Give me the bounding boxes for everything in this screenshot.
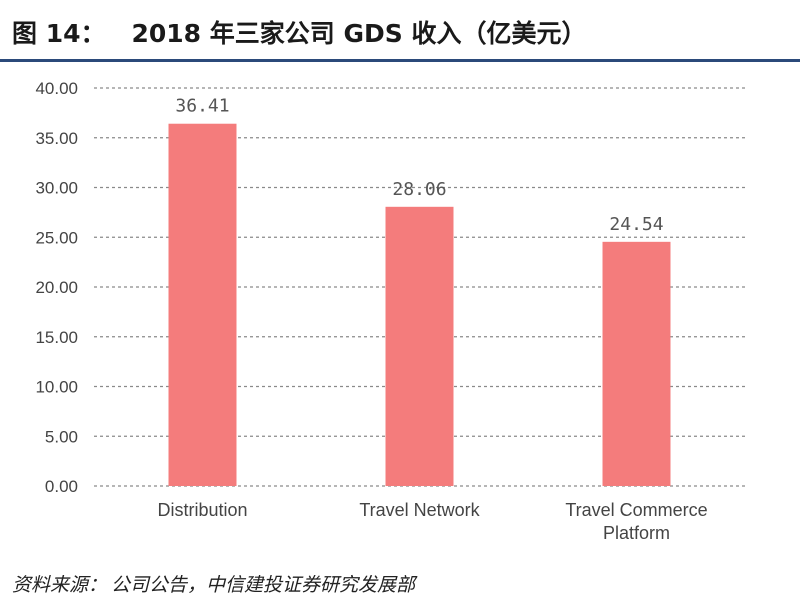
y-tick-label: 20.00 <box>35 278 78 297</box>
y-tick-label: 15.00 <box>35 328 78 347</box>
bar <box>385 206 454 487</box>
figure-number: 图 14： <box>12 19 106 48</box>
data-label: 24.54 <box>609 214 663 235</box>
bar <box>168 123 237 486</box>
y-tick-label: 10.00 <box>35 378 78 397</box>
category-label: Distribution <box>157 500 247 520</box>
figure-header: 图 14： 2018 年三家公司 GDS 收入（亿美元） <box>0 0 800 62</box>
figure-title-text: 2018 年三家公司 GDS 收入（亿美元） <box>131 19 587 48</box>
data-label: 36.41 <box>175 96 229 117</box>
source-label: 资料来源： <box>12 574 108 596</box>
source-text: 公司公告，中信建投证券研究发展部 <box>111 574 416 596</box>
y-tick-label: 35.00 <box>35 129 78 148</box>
y-axis-ticks: 0.00 5.00 10.00 15.00 20.00 25.00 30.00 35.00 40… <box>35 79 78 496</box>
y-tick-label: 40.00 <box>35 79 78 98</box>
y-tick-label: 0.00 <box>45 477 78 496</box>
x-axis-categories: Distribution Travel Network Travel Commerc… <box>157 500 707 543</box>
category-label: Travel Commerce Platform <box>565 500 707 543</box>
figure-title: 图 14： 2018 年三家公司 GDS 收入（亿美元） <box>12 14 586 50</box>
bars <box>168 123 671 487</box>
y-tick-label: 25.00 <box>35 228 78 247</box>
source-note: 资料来源： 公司公告，中信建投证券研究发展部 <box>12 570 792 597</box>
bar <box>602 241 671 486</box>
data-labels: 36.41 28.06 24.54 <box>175 96 663 235</box>
data-label: 28.06 <box>392 179 446 200</box>
bar-chart: 0.00 5.00 10.00 15.00 20.00 25.00 30.00 35.00 40… <box>35 79 745 543</box>
category-label: Travel Network <box>359 500 480 520</box>
y-tick-label: 5.00 <box>45 427 78 446</box>
y-tick-label: 30.00 <box>35 179 78 198</box>
